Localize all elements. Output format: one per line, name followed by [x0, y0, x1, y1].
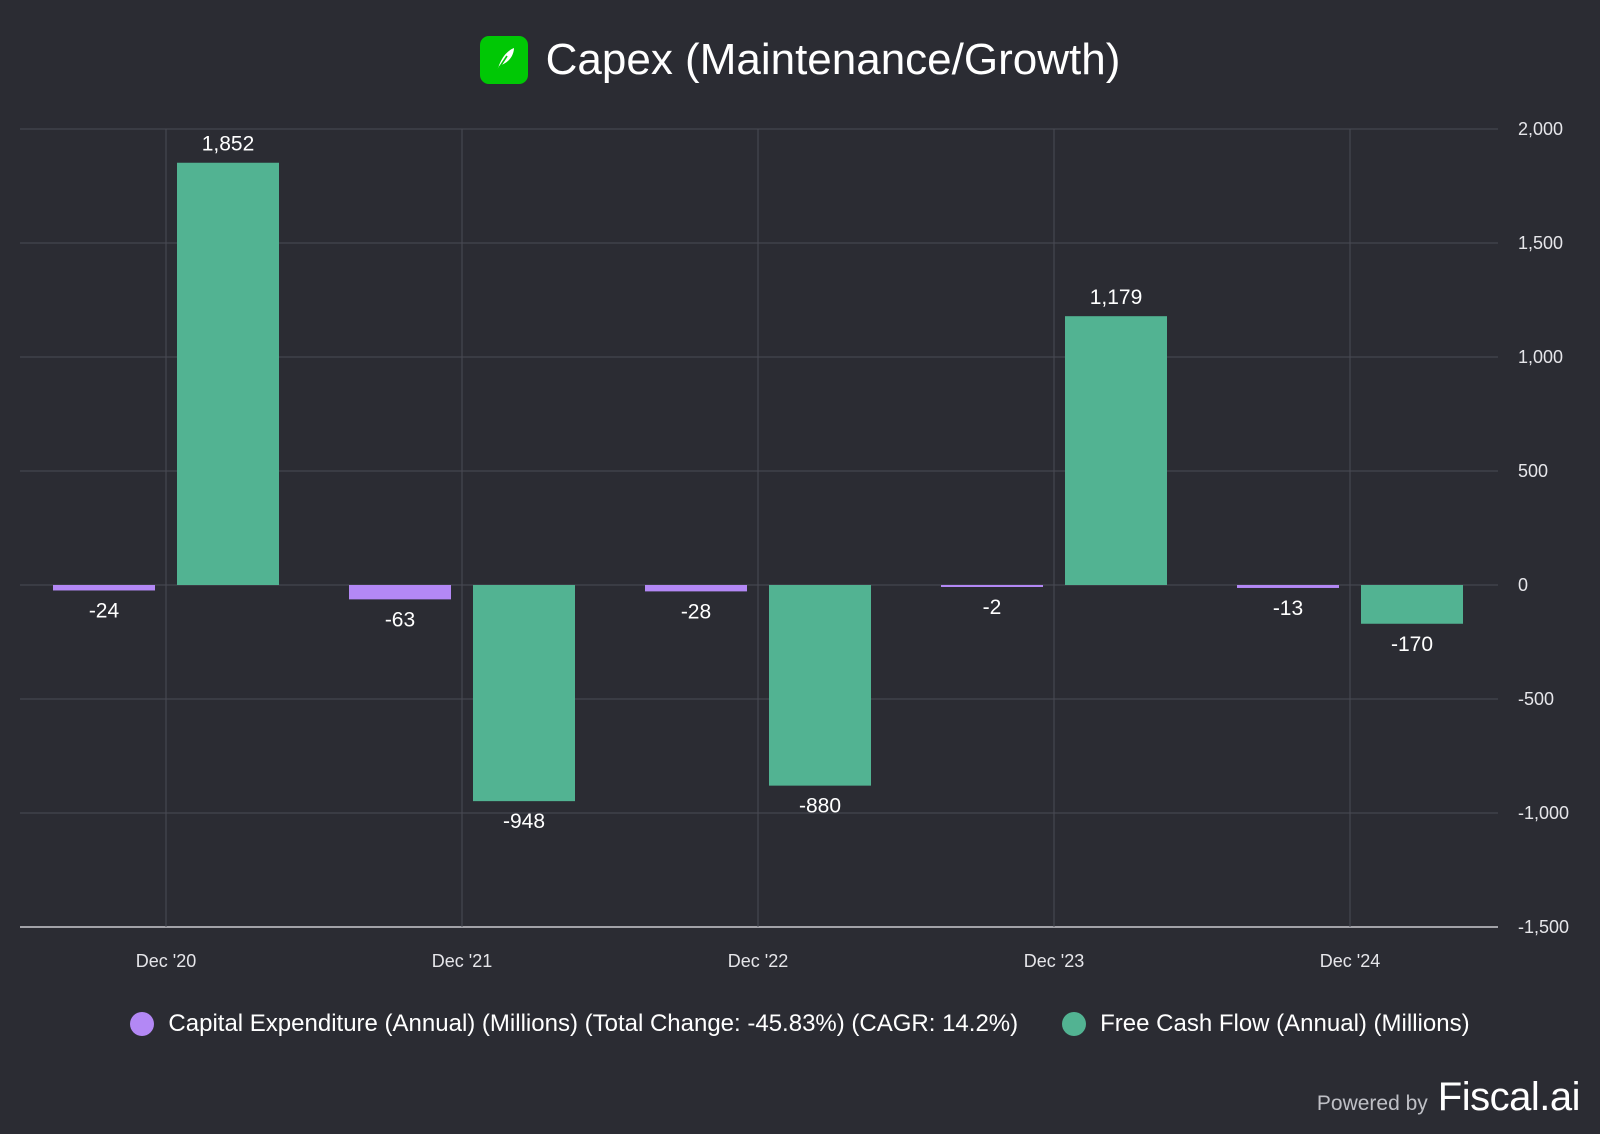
capex-data-label: -13	[1273, 597, 1303, 620]
powered-by-label: Powered by	[1316, 1092, 1428, 1115]
chart-title: Capex (Maintenance/Growth)	[545, 35, 1121, 84]
y-tick-label: -500	[1518, 689, 1554, 709]
chart-header: Capex (Maintenance/Growth)	[0, 30, 1600, 90]
fcf-bar[interactable]	[1065, 316, 1167, 585]
capex-data-label: -2	[983, 596, 1002, 619]
fcf-data-label: -948	[503, 810, 545, 833]
capex-bar[interactable]	[1237, 585, 1339, 588]
fcf-data-label: 1,179	[1090, 286, 1143, 309]
x-tick-label: Dec '21	[432, 951, 492, 971]
legend-dot-fcf	[1062, 1012, 1087, 1036]
feather-icon	[479, 36, 528, 84]
capex-bar[interactable]	[53, 585, 155, 591]
legend-dot-capex	[130, 1012, 155, 1036]
fcf-bar[interactable]	[473, 585, 575, 802]
capex-bar[interactable]	[645, 585, 747, 592]
capex-bar[interactable]	[349, 585, 451, 600]
brand-logo: Fiscal.ai	[1437, 1075, 1581, 1119]
y-tick-label: -1,000	[1518, 803, 1569, 823]
y-tick-label: 1,000	[1518, 347, 1563, 367]
fcf-bar[interactable]	[177, 162, 279, 585]
y-tick-label: 1,500	[1518, 233, 1563, 253]
legend-item-fcf[interactable]: Free Cash Flow (Annual) (Millions)	[1062, 1010, 1470, 1038]
y-tick-label: -1,500	[1518, 917, 1569, 937]
y-tick-label: 500	[1518, 461, 1548, 481]
capex-data-label: -24	[89, 599, 120, 622]
legend-label-fcf: Free Cash Flow (Annual) (Millions)	[1100, 1010, 1470, 1037]
chart-legend: Capital Expenditure (Annual) (Millions) …	[0, 1004, 1600, 1044]
capex-data-label: -63	[385, 608, 415, 631]
fcf-data-label: -170	[1391, 633, 1433, 656]
capex-data-label: -28	[681, 600, 711, 623]
legend-label-capex: Capital Expenditure (Annual) (Millions) …	[168, 1010, 1019, 1037]
capex-bar[interactable]	[941, 585, 1043, 587]
powered-by-footer[interactable]: Powered by Fiscal.ai	[1316, 1075, 1581, 1120]
fcf-data-label: 1,852	[202, 133, 255, 156]
y-tick-label: 2,000	[1518, 119, 1563, 139]
fcf-data-label: -880	[799, 795, 841, 818]
fcf-bar[interactable]	[769, 585, 871, 786]
fcf-bar[interactable]	[1361, 585, 1463, 624]
x-tick-label: Dec '23	[1024, 951, 1084, 971]
x-tick-label: Dec '20	[136, 951, 196, 971]
x-tick-label: Dec '24	[1320, 951, 1380, 971]
x-tick-label: Dec '22	[728, 951, 788, 971]
y-tick-label: 0	[1518, 575, 1528, 595]
legend-item-capex[interactable]: Capital Expenditure (Annual) (Millions) …	[130, 1010, 1018, 1038]
